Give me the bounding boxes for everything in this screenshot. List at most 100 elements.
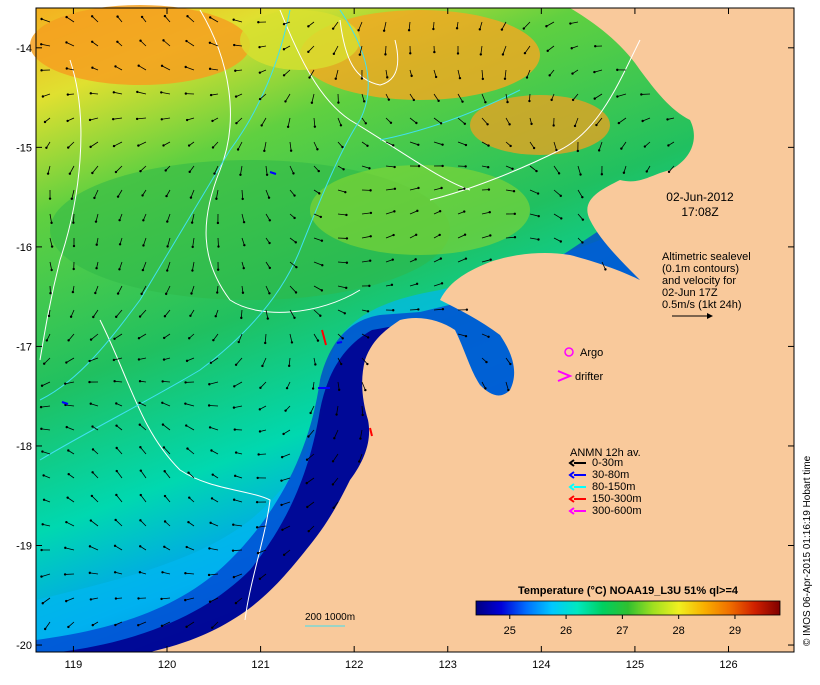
anmn-legend-label: 0-30m [592, 457, 623, 469]
velocity-arrow-head [284, 100, 286, 102]
velocity-arrow-head [524, 52, 526, 54]
velocity-arrow-head [88, 360, 90, 362]
velocity-arrow-head [267, 317, 269, 319]
velocity-arrow-head [162, 144, 164, 146]
velocity-arrow-head [408, 29, 410, 31]
velocity-arrow-head [464, 165, 466, 167]
velocity-arrow-head [185, 66, 187, 68]
velocity-arrow-head [489, 211, 491, 213]
velocity-arrow-head [307, 51, 309, 53]
velocity-arrow-head [208, 383, 210, 385]
velocity-arrow-head [309, 412, 311, 414]
velocity-arrow-head [242, 292, 244, 294]
velocity-arrow-head [208, 574, 210, 576]
velocity-arrow-head [65, 521, 67, 523]
velocity-arrow-head [191, 246, 193, 248]
velocity-arrow-head [115, 597, 117, 599]
velocity-arrow-head [507, 389, 509, 391]
velocity-arrow-head [463, 188, 465, 190]
lat-tick-label: -16 [16, 242, 32, 254]
velocity-arrow-head [571, 72, 573, 74]
velocity-arrow-head [464, 123, 466, 125]
velocity-arrow-head [598, 149, 600, 151]
velocity-arrow-head [165, 169, 167, 171]
velocity-arrow-head [186, 119, 188, 121]
velocity-arrow-head [441, 143, 443, 145]
velocity-arrow-head [45, 147, 47, 149]
velocity-arrow-head [538, 215, 540, 217]
velocity-arrow-head [269, 219, 271, 221]
velocity-arrow-head [439, 210, 441, 212]
velocity-arrow-head [514, 236, 516, 238]
velocity-arrow-head [321, 289, 323, 291]
drifter-label: drifter [575, 371, 603, 383]
velocity-arrow-head [217, 269, 219, 271]
lon-tick-label: 119 [65, 659, 83, 671]
velocity-arrow-head [40, 549, 42, 551]
velocity-arrow-head [311, 102, 313, 104]
velocity-arrow-head [65, 600, 67, 602]
velocity-arrow-head [392, 144, 394, 146]
velocity-arrow-head [364, 389, 366, 391]
velocity-arrow-head [208, 547, 210, 549]
lon-tick-label: 122 [345, 659, 363, 671]
velocity-arrow-head [210, 362, 212, 364]
velocity-arrow-head [40, 43, 42, 45]
velocity-arrow-head [235, 451, 237, 453]
velocity-arrow-head [209, 522, 211, 524]
lon-tick-label: 126 [719, 659, 737, 671]
velocity-arrow-head [321, 240, 323, 242]
velocity-arrow-head [42, 95, 44, 97]
velocity-arrow-head [286, 387, 288, 389]
velocity-arrow-head [416, 210, 418, 212]
velocity-arrow-head [50, 269, 52, 271]
velocity-arrow-head [42, 602, 44, 604]
velocity-arrow-head [184, 381, 186, 383]
velocity-arrow-head [113, 380, 115, 382]
velocity-arrow-head [41, 385, 43, 387]
velocity-arrow-head [90, 92, 92, 94]
velocity-arrow-head [502, 53, 504, 55]
velocity-arrow-head [341, 337, 343, 339]
velocity-arrow-head [363, 100, 365, 102]
velocity-arrow-head [306, 506, 308, 508]
velocity-arrow-head [513, 190, 515, 192]
velocity-arrow-head [66, 67, 68, 69]
velocity-arrow-head [234, 70, 236, 72]
velocity-arrow-head [113, 338, 115, 340]
velocity-arrow-head [116, 15, 118, 17]
velocity-arrow-head [92, 316, 94, 318]
velocity-arrow-head [641, 120, 643, 122]
velocity-arrow-head [186, 546, 188, 548]
velocity-arrow-head [163, 546, 165, 548]
velocity-arrow-head [644, 145, 646, 147]
lat-tick-label: -19 [16, 540, 32, 552]
velocity-arrow-head [257, 453, 259, 455]
altimetry-line: and velocity for [662, 275, 736, 287]
velocity-arrow-head [140, 293, 142, 295]
velocity-arrow-head [43, 499, 45, 501]
velocity-arrow-head [116, 41, 118, 43]
altimetry-line: (0.1m contours) [662, 263, 739, 275]
velocity-arrow-head [115, 424, 117, 426]
velocity-arrow-head [345, 214, 347, 216]
velocity-arrow-head [64, 573, 66, 575]
velocity-arrow-head [139, 424, 141, 426]
velocity-arrow-head [40, 575, 42, 577]
velocity-arrow-head [139, 519, 141, 521]
velocity-arrow-head [166, 269, 168, 271]
velocity-arrow-head [184, 599, 186, 601]
velocity-arrow-head [91, 41, 93, 43]
velocity-arrow-head [283, 48, 285, 50]
velocity-arrow-head [295, 291, 297, 293]
velocity-arrow-head [282, 433, 284, 435]
velocity-arrow [385, 46, 386, 54]
velocity-arrow-head [459, 77, 461, 79]
velocity-arrow-head [392, 234, 394, 236]
velocity-arrow-head [163, 358, 165, 360]
velocity-arrow-head [283, 74, 285, 76]
velocity-arrow-head [321, 264, 323, 266]
velocity-arrow-head [260, 124, 262, 126]
velocity-arrow-head [186, 15, 188, 17]
velocity-arrow-head [208, 404, 210, 406]
